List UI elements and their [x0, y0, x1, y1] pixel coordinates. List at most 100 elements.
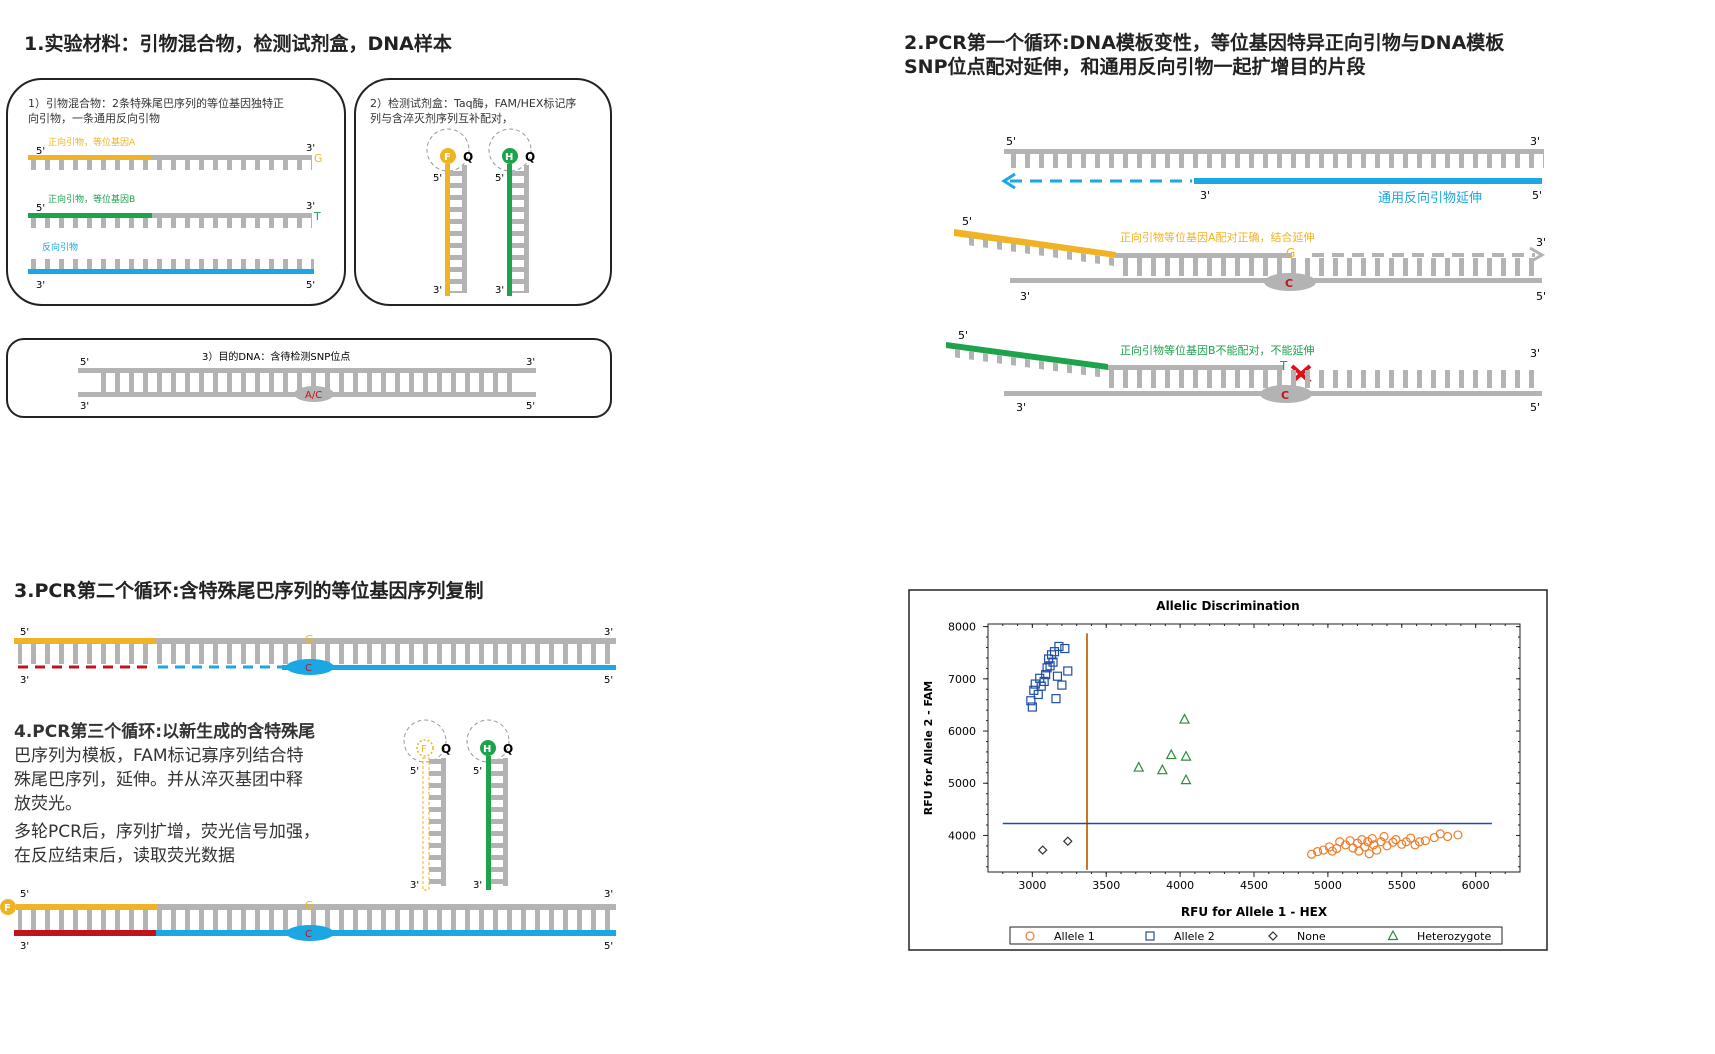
end-label: 3'	[20, 675, 29, 686]
cycle1-reverse-extension: 5' 3' 3' 5' 通用反向引物延伸	[1001, 135, 1544, 206]
allele-2-point	[1054, 641, 1064, 652]
legend-label-allele-2: Allele 2	[1174, 930, 1215, 943]
end-label: 5'	[495, 173, 504, 184]
allele-1-point	[1391, 835, 1401, 845]
allele-2-point	[1060, 643, 1070, 654]
end-label: 3'	[1530, 347, 1540, 360]
quencher-label: Q	[525, 150, 535, 164]
y-tick-label: 5000	[948, 777, 976, 790]
cycle2-diagram: 5' 3' G C 3' 5'	[14, 627, 616, 686]
allele-1-point	[1453, 830, 1463, 840]
end-label: 5'	[526, 401, 535, 412]
y-tick-label: 4000	[948, 829, 976, 842]
section2-title-line1: 2.PCR第一个循环:DNA模板变性，等位基因特异正向引物与DNA模板	[904, 32, 1505, 54]
fam-probe: F Q 5' 3'	[426, 128, 473, 296]
y-tick-label: 6000	[948, 725, 976, 738]
end-label: 3'	[80, 401, 89, 412]
x-tick-label: 5000	[1314, 879, 1342, 892]
end-label: 3'	[604, 627, 613, 638]
snp-base-g: G	[314, 152, 323, 165]
end-label: 3'	[473, 880, 482, 891]
allele-1-point	[1312, 847, 1323, 857]
allele-1-point	[1307, 849, 1317, 859]
primer-b-strand: 正向引物，等位基因B 5' 3' T	[28, 193, 321, 228]
hex-label: H	[505, 152, 513, 163]
end-label: 3'	[495, 285, 504, 296]
allele-2-point	[1048, 657, 1058, 667]
fam-label: F	[444, 152, 451, 163]
end-label: 3'	[1530, 135, 1540, 148]
allele-1-point	[1442, 831, 1453, 842]
snp-base-g: G	[305, 633, 314, 646]
x-tick-label: 3500	[1092, 879, 1120, 892]
heterozygote-point	[1179, 713, 1191, 724]
end-label: 3'	[36, 280, 45, 291]
end-label: 5'	[958, 329, 968, 342]
snp-base-g: G	[305, 899, 314, 912]
section3-title: 3.PCR第二个循环:含特殊尾巴序列的等位基因序列复制	[14, 580, 484, 602]
snp-base-c: C	[305, 663, 312, 674]
allele-2-point	[1063, 666, 1073, 676]
end-label: 3'	[410, 880, 419, 891]
cycle1-allele-a-match: 5' 正向引物等位基因A配对正确，结合延伸 G 3' C 3' 5'	[954, 215, 1546, 303]
quencher-label: Q	[463, 150, 473, 164]
end-label: 5'	[604, 675, 613, 686]
allele-1-point	[1364, 849, 1374, 859]
end-label: 3'	[306, 201, 315, 212]
end-label: 5'	[962, 215, 972, 228]
detection-kit-desc: 2）检测试剂盒：Taq酶，FAM/HEX标记序 列与含淬灭剂序列互补配对，	[370, 97, 577, 125]
fam-label: F	[4, 903, 11, 914]
allele-1-point	[1372, 845, 1382, 855]
legend-label-none: None	[1297, 930, 1326, 943]
heterozygote-point	[1156, 763, 1168, 775]
end-label: 5'	[433, 173, 442, 184]
hex-probe: H Q 5' 3'	[488, 128, 535, 296]
reverse-primer-label: 反向引物	[42, 241, 78, 253]
chart-frame	[908, 589, 1548, 951]
end-label: 5'	[20, 627, 29, 638]
end-label: 5'	[410, 766, 419, 777]
end-label: 3'	[526, 357, 535, 368]
end-label: 5'	[36, 146, 45, 157]
end-label: 3'	[433, 285, 442, 296]
section4-line: 4.PCR第三个循环:以新生成的含特殊尾	[14, 722, 316, 742]
allele-1-point	[1360, 842, 1370, 852]
legend-label-allele-1: Allele 1	[1054, 930, 1095, 943]
chart-title: Allelic Discrimination	[1156, 599, 1299, 613]
quencher-label: Q	[441, 742, 451, 756]
allele-1-point	[1367, 833, 1377, 844]
heterozygote-point	[1180, 773, 1192, 785]
legend-marker-allele-1	[1025, 931, 1035, 941]
end-label: 3'	[1200, 189, 1210, 202]
allele-b-mismatch-label: 正向引物等位基因B不能配对，不能延伸	[1120, 343, 1315, 357]
heterozygote-point	[1133, 761, 1145, 772]
cycle3-diagram: 5' 3' F G C 3' 5'	[0, 889, 616, 952]
allele-1-point	[1388, 837, 1398, 847]
primer-a-label: 正向引物，等位基因A	[48, 136, 136, 148]
section1-title: 1.实验材料：引物混合物，检测试剂盒，DNA样本	[24, 33, 452, 55]
end-label: 3'	[306, 143, 315, 154]
primer-mix-box	[6, 78, 346, 306]
allele-1-point	[1406, 833, 1416, 843]
allele-2-point	[1036, 681, 1046, 691]
allele-1-point	[1369, 840, 1379, 850]
end-label: 3'	[1016, 401, 1026, 414]
allele-a-match-label: 正向引物等位基因A配对正确，结合延伸	[1120, 230, 1315, 244]
y-tick-label: 8000	[948, 621, 976, 634]
hex-label: H	[483, 744, 491, 755]
quencher-label: Q	[503, 742, 513, 756]
snp-base-g: G	[1286, 246, 1295, 260]
none-point	[1062, 836, 1073, 847]
end-label: 5'	[1536, 290, 1546, 303]
end-label: 5'	[1006, 135, 1016, 148]
detection-kit-box	[354, 78, 612, 306]
none-point	[1037, 845, 1048, 855]
allele-2-point	[1042, 663, 1052, 673]
snp-site-label: A/C	[305, 390, 322, 401]
x-tick-label: 3000	[1018, 879, 1046, 892]
heterozygote-point	[1180, 750, 1192, 761]
x-tick-label: 4500	[1240, 879, 1268, 892]
y-tick-label: 7000	[948, 673, 976, 686]
x-tick-label: 4000	[1166, 879, 1194, 892]
